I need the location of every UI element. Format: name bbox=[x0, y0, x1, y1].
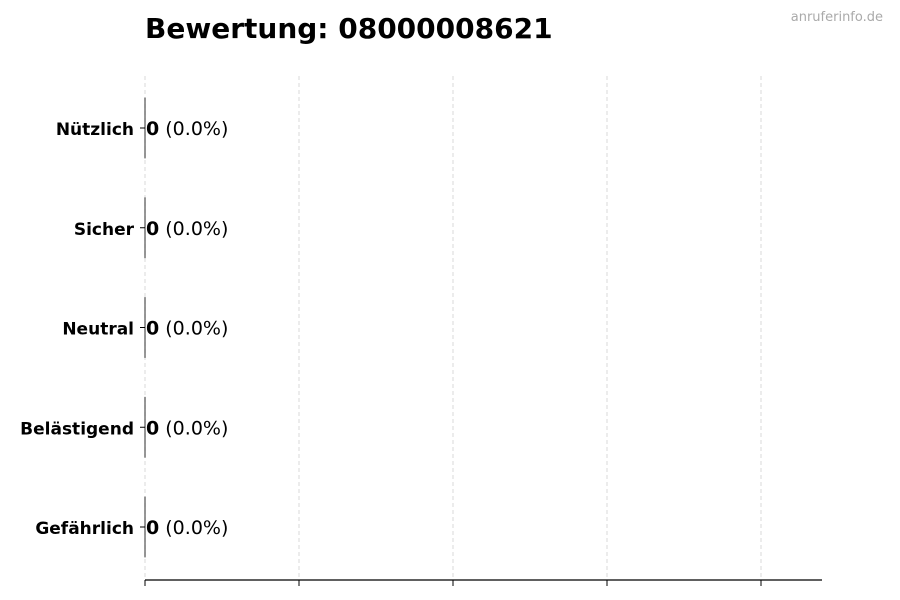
y-tick-label: Belästigend bbox=[20, 419, 134, 439]
chart-title: Bewertung: 08000008621 bbox=[145, 12, 553, 45]
data-label-value: 0 bbox=[146, 517, 159, 539]
data-label: 0 (0.0%) bbox=[146, 417, 228, 439]
data-label-percent: (0.0%) bbox=[159, 118, 228, 140]
watermark: anruferinfo.de bbox=[790, 10, 883, 25]
data-label-percent: (0.0%) bbox=[159, 318, 228, 340]
data-label-value: 0 bbox=[146, 218, 159, 240]
y-tick-label: Nützlich bbox=[56, 120, 134, 140]
data-label-percent: (0.0%) bbox=[159, 417, 228, 439]
y-tick-label: Sicher bbox=[74, 220, 135, 240]
data-label: 0 (0.0%) bbox=[146, 318, 228, 340]
data-label: 0 (0.0%) bbox=[146, 218, 228, 240]
y-tick-label: Neutral bbox=[62, 320, 134, 340]
data-label-value: 0 bbox=[146, 318, 159, 340]
y-tick-label: Gefährlich bbox=[35, 519, 134, 539]
data-label: 0 (0.0%) bbox=[146, 517, 228, 539]
data-label-value: 0 bbox=[146, 417, 159, 439]
data-label-percent: (0.0%) bbox=[159, 517, 228, 539]
data-label: 0 (0.0%) bbox=[146, 118, 228, 140]
data-label-value: 0 bbox=[146, 118, 159, 140]
data-label-percent: (0.0%) bbox=[159, 218, 228, 240]
